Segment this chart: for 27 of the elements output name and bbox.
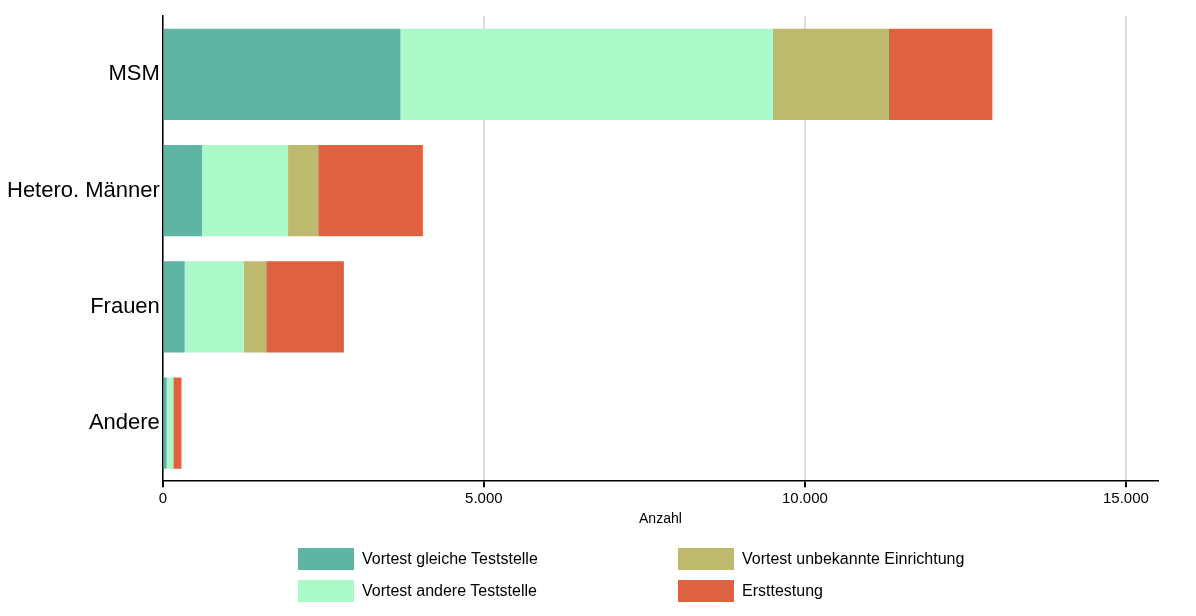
bar [163, 145, 203, 237]
bar [184, 261, 244, 353]
y-tick-label: Hetero. Männer [6, 176, 160, 202]
legend-label: Vortest gleiche Teststelle [362, 550, 538, 568]
bar [163, 377, 167, 469]
bar [288, 145, 319, 237]
x-axis-title: Anzahl [639, 510, 682, 527]
x-tick-label: 0 [158, 489, 168, 507]
legend-label: Ersttestung [742, 582, 823, 600]
bar [318, 145, 423, 237]
bar [202, 145, 289, 237]
bar [888, 28, 993, 120]
y-tick-label: MSM [108, 60, 160, 86]
y-tick-label: Andere [88, 409, 160, 435]
bar [266, 261, 344, 353]
legend-label: Vortest unbekannte Einrichtung [742, 550, 965, 568]
bar [243, 261, 267, 353]
y-tick-label: Frauen [90, 292, 160, 318]
bar [163, 28, 401, 120]
bar [163, 261, 185, 353]
bar [772, 28, 889, 120]
bar [400, 28, 773, 120]
bar [173, 377, 182, 469]
x-tick-label: 5.000 [465, 489, 503, 507]
x-tick-label: 15.000 [1102, 489, 1149, 507]
x-tick-label: 10.000 [781, 489, 828, 507]
legend-label: Vortest andere Teststelle [362, 582, 537, 600]
